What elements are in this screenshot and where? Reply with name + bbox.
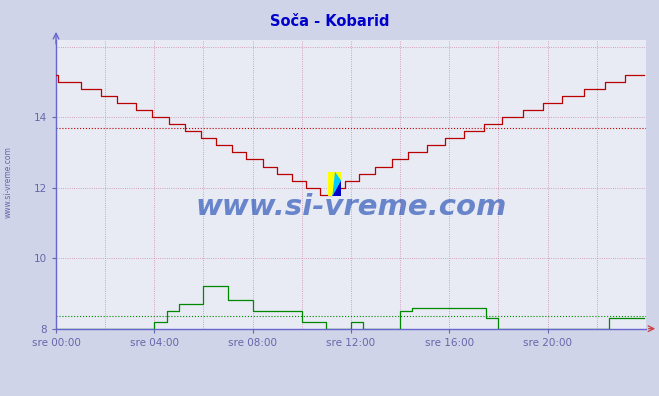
Polygon shape [332, 181, 341, 196]
Bar [328, 172, 341, 196]
Text: www.si-vreme.com: www.si-vreme.com [195, 193, 507, 221]
Text: Soča - Kobarid: Soča - Kobarid [270, 14, 389, 29]
Text: www.si-vreme.com: www.si-vreme.com [3, 146, 13, 218]
Polygon shape [332, 172, 341, 196]
